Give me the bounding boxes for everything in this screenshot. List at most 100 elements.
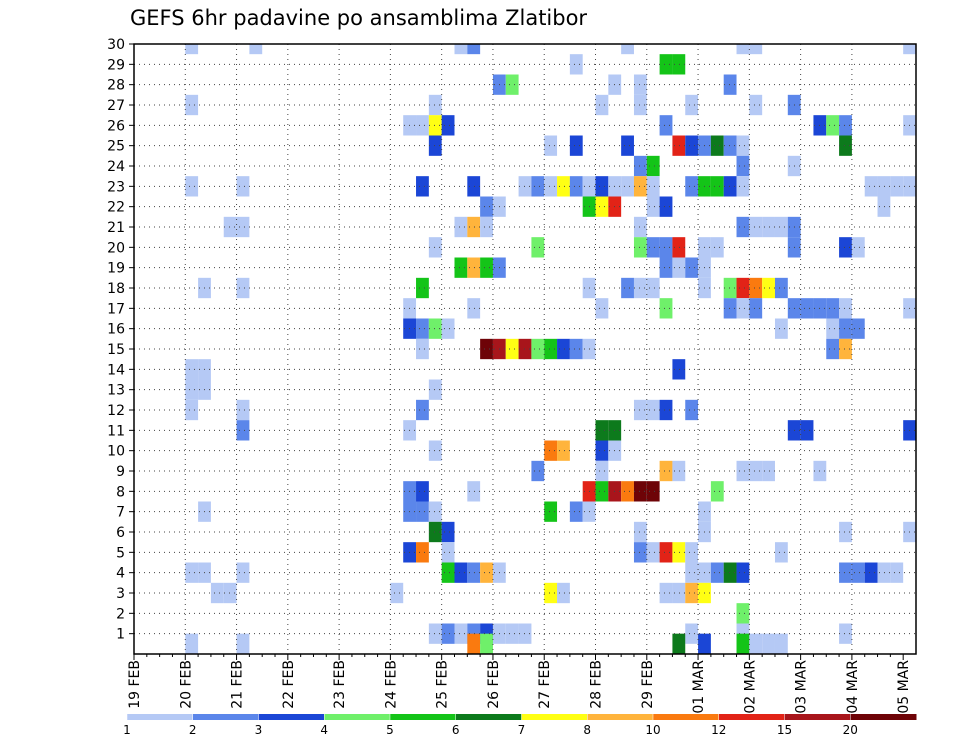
heatmap-cell — [557, 338, 570, 360]
heatmap-cell — [774, 216, 788, 238]
heatmap-cell — [185, 176, 199, 197]
heatmap-cell — [646, 155, 660, 177]
x-tick-label: 22 FEB — [281, 660, 297, 709]
heatmap-cell — [621, 44, 634, 55]
heatmap-cell — [428, 501, 442, 522]
heatmap-cell — [416, 318, 429, 339]
heatmap-cell — [877, 176, 891, 197]
colorbar-segment — [192, 714, 259, 720]
colorbar-segment — [653, 714, 720, 720]
heatmap-cell — [544, 176, 558, 197]
x-tick-label: 29 FEB — [640, 660, 656, 709]
heatmap-cell — [839, 562, 852, 583]
heatmap-cell — [633, 176, 647, 197]
heatmap-cell — [749, 277, 763, 299]
heatmap-cell — [659, 542, 673, 563]
heatmap-cell — [595, 196, 609, 217]
heatmap-cell — [877, 562, 891, 583]
colorbar-label: 2 — [189, 723, 197, 737]
heatmap-cell — [646, 542, 660, 563]
heatmap-cell — [454, 623, 468, 644]
x-tick-label: 19 FEB — [127, 660, 143, 709]
y-tick-label: 13 — [107, 383, 125, 399]
heatmap-cell — [774, 542, 788, 563]
y-tick-label: 24 — [107, 159, 125, 175]
y-tick-label: 10 — [107, 444, 125, 460]
heatmap-cell — [698, 633, 711, 654]
colorbar-label: 1 — [123, 723, 131, 737]
y-tick-label: 22 — [107, 200, 125, 216]
heatmap-cell — [774, 318, 788, 339]
heatmap-cell — [428, 440, 442, 461]
colorbar-label: 8 — [583, 723, 591, 737]
heatmap-cell — [736, 562, 750, 583]
heatmap-cell — [685, 623, 699, 644]
heatmap-cell — [185, 94, 199, 116]
y-tick-label: 30 — [107, 37, 125, 53]
heatmap-cell — [723, 298, 737, 319]
heatmap-cell — [659, 298, 673, 319]
heatmap-cell — [736, 176, 750, 197]
heatmap-cell — [416, 176, 429, 197]
colorbar-label: 10 — [645, 723, 660, 737]
heatmap-cell — [236, 216, 250, 238]
heatmap-cell — [480, 562, 493, 583]
chart-title: GEFS 6hr padavine po ansamblima Zlatibor — [130, 6, 588, 30]
heatmap-cell — [467, 44, 481, 55]
heatmap-cell — [428, 521, 442, 543]
heatmap-cell — [467, 481, 481, 502]
heatmap-cell — [428, 115, 442, 136]
colorbar-segment — [784, 714, 851, 720]
colorbar-label: 4 — [320, 723, 328, 737]
heatmap-cell — [467, 298, 481, 319]
y-tick-label: 1 — [116, 627, 125, 643]
heatmap-cell — [416, 115, 429, 136]
heatmap-cell — [454, 562, 468, 583]
heatmap-cell — [428, 94, 442, 116]
y-tick-label: 20 — [107, 240, 125, 256]
y-tick-label: 7 — [116, 505, 125, 521]
heatmap-cell — [903, 44, 916, 55]
y-tick-label: 8 — [116, 484, 125, 500]
x-tick-label: 02 MAR — [742, 660, 758, 714]
y-tick-label: 14 — [107, 362, 125, 378]
heatmap-cell — [595, 460, 609, 482]
heatmap-cell — [441, 562, 455, 583]
heatmap-cell — [416, 481, 429, 502]
heatmap-cell — [544, 501, 558, 522]
heatmap-cell — [646, 399, 660, 421]
x-tick-label: 05 MAR — [896, 660, 912, 714]
heatmap-cell — [672, 359, 686, 380]
colorbar-segment — [850, 714, 917, 720]
heatmap-cell — [185, 44, 199, 55]
x-tick-label: 04 MAR — [845, 660, 861, 714]
heatmap-cell — [839, 298, 852, 319]
heatmap-cell — [749, 216, 763, 238]
heatmap-cell — [416, 399, 429, 421]
heatmap-cell — [416, 338, 429, 360]
heatmap-cell — [839, 237, 852, 258]
x-tick-label: 27 FEB — [537, 660, 553, 709]
heatmap-cell — [672, 582, 686, 604]
heatmap-cell — [659, 460, 673, 482]
heatmap-cell — [595, 481, 609, 502]
x-tick-label: 21 FEB — [230, 660, 246, 709]
heatmap-cell — [621, 277, 634, 299]
heatmap-cell — [877, 196, 891, 217]
heatmap-cell — [672, 460, 686, 482]
heatmap-cell — [646, 176, 660, 197]
heatmap-cell — [800, 298, 814, 319]
heatmap-cell — [864, 176, 878, 197]
heatmap-cell — [736, 298, 750, 319]
heatmap-cell — [441, 115, 455, 136]
heatmap-cell — [467, 633, 481, 654]
heatmap-cell — [749, 298, 763, 319]
heatmap-cell — [736, 277, 750, 299]
heatmap-cell — [480, 196, 493, 217]
heatmap-cell — [544, 582, 558, 604]
heatmap-cell — [659, 582, 673, 604]
y-tick-label: 29 — [107, 57, 125, 73]
heatmap-cell — [223, 216, 237, 238]
y-tick-label: 15 — [107, 342, 125, 358]
